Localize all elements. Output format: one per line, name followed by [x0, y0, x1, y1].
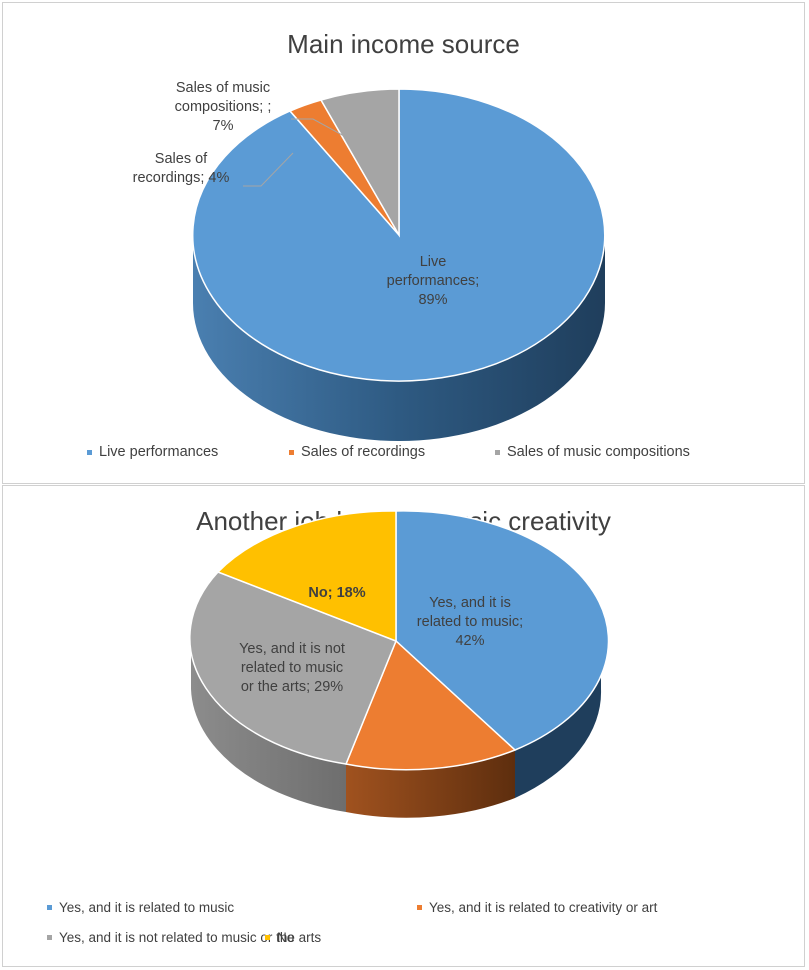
chart-another-job: Another job besides music creativity No;… — [2, 485, 805, 967]
pie-side-gray — [191, 641, 346, 812]
legend-swatch — [289, 449, 294, 455]
label-related-to-music: Yes, and it is related to music; 42% — [416, 595, 524, 649]
pie-side-blue — [515, 641, 602, 798]
legend-item-no: No — [265, 930, 294, 945]
pie-side-orange — [346, 750, 515, 818]
label-compositions: Sales of music compositions; ; 7% — [174, 80, 272, 134]
legend-item-recordings: Sales of recordings — [289, 444, 425, 460]
legend-swatch — [495, 449, 500, 455]
legend-item-live: Live performances — [87, 444, 218, 460]
legend-swatch — [417, 905, 422, 910]
slice-related-to-creativity — [344, 639, 517, 771]
slice-related-to-music — [395, 510, 610, 751]
legend-swatch — [47, 935, 52, 940]
label-live-performances: Live performances; 89% — [386, 254, 480, 308]
legend-swatch — [47, 905, 52, 910]
legend-item-related-to-music: Yes, and it is related to music — [47, 900, 234, 915]
chart-title: Main income source — [287, 29, 520, 59]
pie-side-live — [193, 235, 605, 441]
pie-chart-3d — [192, 88, 606, 441]
legend: Live performances Sales of recordings Sa… — [3, 444, 806, 466]
label-not-related: Yes, and it is not related to music or t… — [239, 641, 345, 695]
label-no: No; 18% — [308, 585, 366, 601]
slice-no — [216, 510, 397, 643]
pie-chart-3d — [189, 510, 610, 818]
chart-main-income-source: Main income source Sales of music compos… — [2, 2, 805, 484]
label-recordings: Sales of recordings; 4% — [132, 151, 230, 186]
legend-swatch — [265, 935, 270, 940]
legend-item-not-related: Yes, and it is not related to music or t… — [47, 930, 321, 945]
legend-item-related-to-creativity: Yes, and it is related to creativity or … — [417, 900, 657, 915]
slice-not-related — [189, 571, 397, 765]
legend: Yes, and it is related to music Yes, and… — [3, 900, 806, 960]
legend-item-compositions: Sales of music compositions — [495, 444, 690, 460]
slice-sales-of-music-compositions — [319, 88, 400, 238]
legend-swatch — [87, 449, 92, 455]
